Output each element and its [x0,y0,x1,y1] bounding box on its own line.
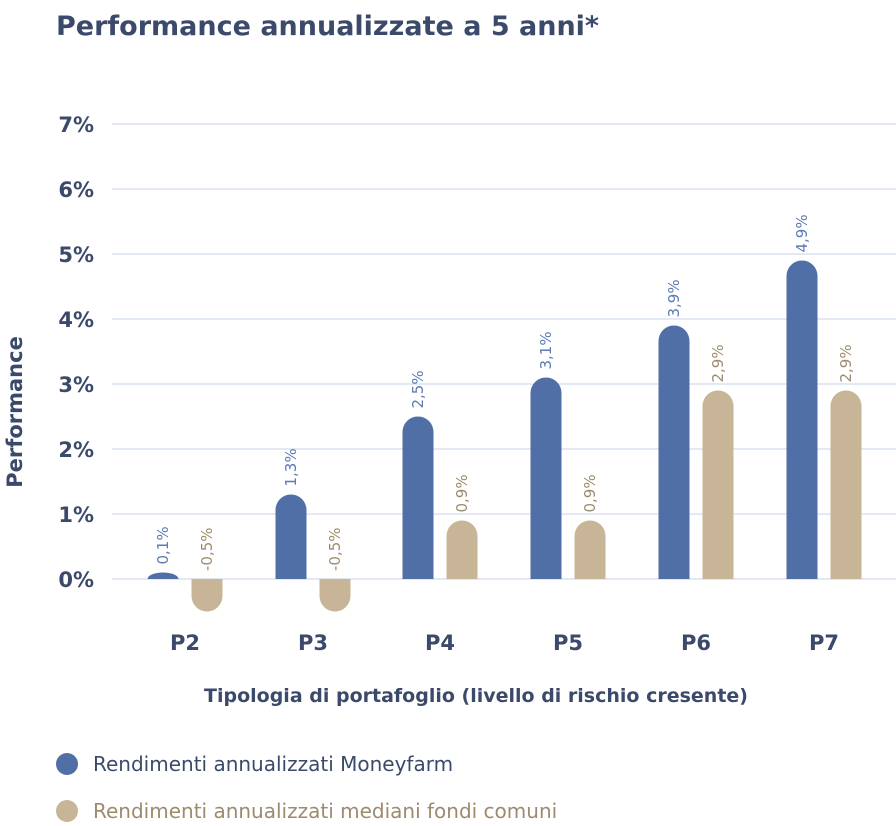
gridlines [112,123,896,580]
x-tick-label: P6 [681,631,711,655]
y-tick-label: 1% [58,503,94,527]
bar-moneyfarm [147,572,179,579]
bar-moneyfarm [786,260,818,579]
bar-fondi-comuni [319,579,351,612]
chart-title: Performance annualizzate a 5 anni* [56,11,599,42]
bar-moneyfarm [658,325,690,579]
data-label: -0,5% [198,527,216,571]
bars [147,260,862,612]
data-label: 3,9% [665,279,683,317]
data-label: 2,9% [837,344,855,382]
bar-fondi-comuni [446,520,478,579]
legend-label: Rendimenti annualizzati Moneyfarm [93,752,453,776]
legend: Rendimenti annualizzati Moneyfarm Rendime… [56,752,557,823]
y-tick-label: 5% [58,243,94,267]
data-label: 1,3% [282,448,300,486]
x-axis-categories: P2 P3 P4 P5 P6 P7 [170,631,839,655]
y-tick-label: 3% [58,373,94,397]
data-label: 2,5% [409,370,427,408]
x-axis-label: Tipologia di portafoglio (livello di ris… [204,685,748,707]
legend-label: Rendimenti annualizzati mediani fondi co… [93,799,557,823]
y-tick-label: 0% [58,568,94,592]
legend-swatch [56,753,78,775]
bar-fondi-comuni [191,579,223,612]
x-tick-label: P5 [553,631,583,655]
y-tick-label: 4% [58,308,94,332]
data-label: 4,9% [793,214,811,252]
data-label: -0,5% [326,527,344,571]
data-label: 2,9% [709,344,727,382]
bar-moneyfarm [530,377,562,579]
data-label: 0,9% [581,474,599,512]
data-label: 0,1% [154,526,172,564]
data-label: 0,9% [453,474,471,512]
data-labels: 0,1% 1,3% 2,5% 3,1% 3,9% 4,9% -0,5% -0,5% 0,9% 0,… [154,214,855,571]
y-tick-label: 7% [58,113,94,137]
y-axis-ticks: 0% 1% 2% 3% 4% 5% 6% 7% [58,113,94,592]
bar-fondi-comuni [702,390,734,579]
bar-moneyfarm [275,494,307,579]
y-tick-label: 2% [58,438,94,462]
x-tick-label: P7 [809,631,839,655]
legend-swatch [56,800,78,822]
bar-moneyfarm [402,416,434,579]
x-tick-label: P2 [170,631,200,655]
y-tick-label: 6% [58,178,94,202]
x-tick-label: P3 [298,631,328,655]
x-tick-label: P4 [425,631,455,655]
bar-fondi-comuni [830,390,862,579]
y-axis-label: Performance [3,336,27,488]
bar-fondi-comuni [574,520,606,579]
data-label: 3,1% [537,331,555,369]
